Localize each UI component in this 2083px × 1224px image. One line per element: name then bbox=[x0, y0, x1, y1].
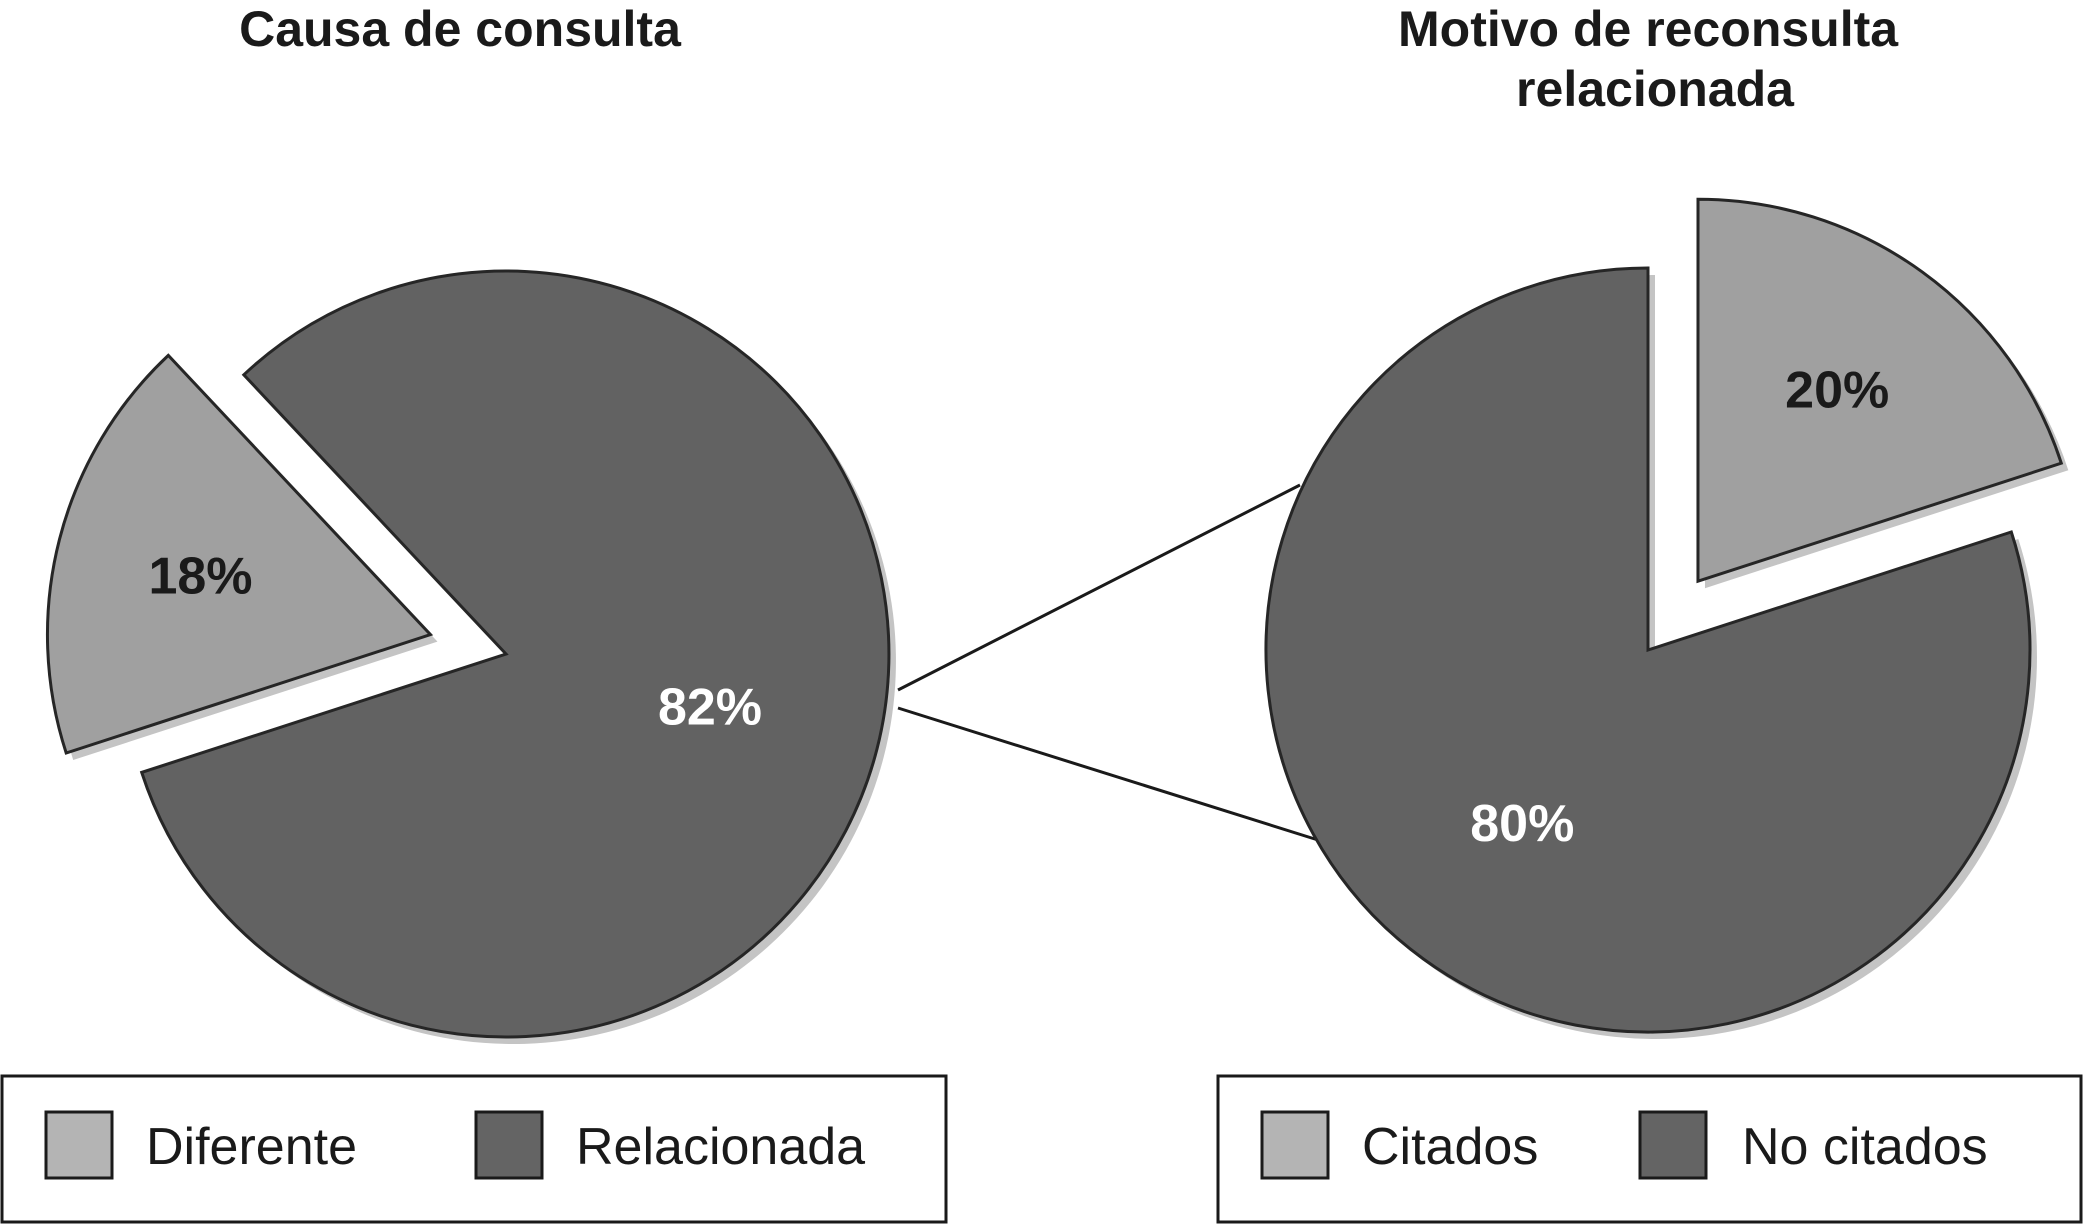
connector-line-top bbox=[897, 483, 1301, 692]
pie-slice-diferente bbox=[46, 353, 434, 755]
legend-label-citados: Citados bbox=[1362, 1118, 1538, 1176]
pie-chart-right: 20% 80% bbox=[1264, 197, 2069, 1039]
legend-label-no-citados: No citados bbox=[1742, 1118, 1988, 1176]
legend-swatch-citados bbox=[1260, 1110, 1330, 1180]
pie-slice-citados bbox=[1696, 197, 2064, 584]
pie-label-citados: 20% bbox=[1785, 362, 1889, 420]
legend-left: Diferente Relacionada bbox=[0, 1074, 948, 1224]
pie-slice-relacionada bbox=[139, 269, 891, 1039]
pie-slice-no-citados bbox=[1264, 266, 2032, 1034]
connector-line-bottom bbox=[897, 706, 1319, 842]
chart-title-left: Causa de consulta bbox=[239, 1, 682, 57]
chart-title-right-line-1: Motivo de reconsulta bbox=[1398, 1, 1899, 57]
legend-swatch-relacionada bbox=[474, 1110, 544, 1180]
pie-chart-left: 18% 82% bbox=[46, 269, 896, 1045]
pie-label-relacionada: 82% bbox=[658, 678, 762, 736]
legend-label-relacionada: Relacionada bbox=[576, 1118, 865, 1176]
legend-swatch-diferente bbox=[44, 1110, 114, 1180]
legend-label-diferente: Diferente bbox=[146, 1118, 357, 1176]
legend-left-box bbox=[0, 1074, 948, 1224]
pie-label-diferente: 18% bbox=[148, 548, 252, 606]
legend-swatch-no-citados bbox=[1638, 1110, 1708, 1180]
chart-title-right: Motivo de reconsulta relacionada bbox=[1398, 1, 1912, 117]
pie-label-no-citados: 80% bbox=[1470, 795, 1574, 853]
legend-right: Citados No citados bbox=[1216, 1074, 2083, 1224]
chart-title-right-line-2: relacionada bbox=[1516, 61, 1795, 117]
